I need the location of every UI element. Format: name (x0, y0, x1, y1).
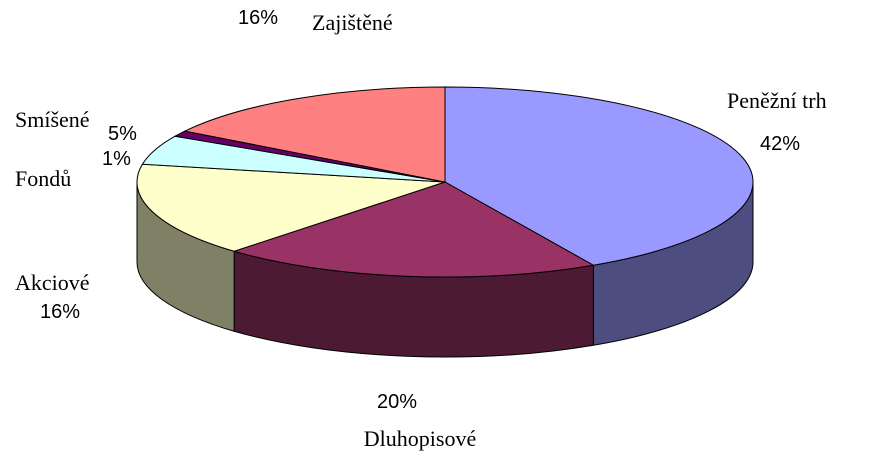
slice (232, 181, 595, 278)
slice-label: Dluhopisové (364, 426, 476, 451)
slice (183, 86, 446, 183)
slice (444, 86, 754, 266)
value-label: 16% (238, 7, 278, 29)
slice-label: Smíšené (15, 107, 90, 132)
slice (136, 163, 446, 252)
value-label: 5% (108, 123, 137, 145)
value-label: 20% (377, 391, 417, 413)
slice-label: Zajištěné (312, 10, 393, 35)
slice-label: Peněžní trh (727, 88, 827, 113)
value-label: 42% (760, 133, 800, 155)
slice-label: Fondů (15, 166, 71, 191)
value-label: 1% (102, 148, 131, 170)
value-label: 16% (40, 301, 80, 323)
slice-label: Akciové (15, 270, 90, 295)
